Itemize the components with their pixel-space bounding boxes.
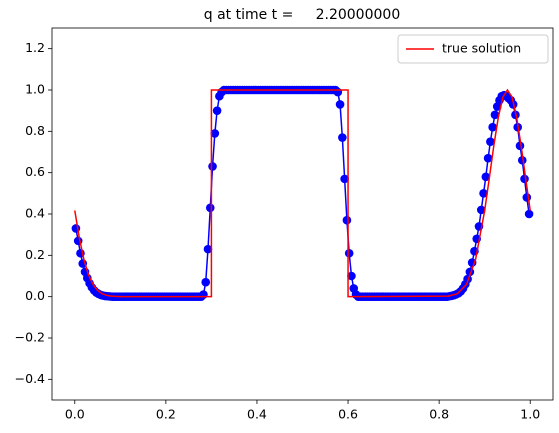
- x-tick-label: 0.0: [65, 407, 85, 422]
- chart-title: q at time t = 2.20000000: [204, 7, 400, 23]
- data-point: [486, 137, 495, 146]
- legend-label: true solution: [442, 41, 521, 56]
- data-point: [347, 271, 356, 281]
- data-point: [201, 277, 211, 287]
- plot-frame: [51, 27, 554, 401]
- data-point: [524, 209, 534, 219]
- y-tick-label: 0.4: [25, 206, 45, 221]
- series-line: [74, 88, 531, 298]
- x-tick-label: 0.6: [338, 407, 358, 422]
- data-point: [488, 122, 497, 132]
- x-tick-label: 0.2: [156, 407, 176, 422]
- y-tick-label: 0.6: [25, 164, 45, 179]
- data-point: [333, 87, 343, 97]
- y-tick-label: 1.2: [25, 40, 45, 55]
- legend-box: [397, 34, 549, 64]
- data-point: [203, 244, 213, 254]
- data-point: [212, 106, 222, 115]
- y-tick-label: −0.2: [15, 330, 45, 345]
- y-tick-label: 1.0: [25, 82, 45, 97]
- x-tick-label: 0.4: [247, 407, 267, 422]
- data-point: [342, 215, 352, 225]
- y-tick-label: 0.0: [25, 288, 45, 303]
- x-tick-label: 0.8: [429, 407, 449, 422]
- data-point: [344, 248, 354, 258]
- data-point: [205, 203, 215, 213]
- data-point: [476, 205, 486, 215]
- y-tick-label: 0.2: [25, 247, 45, 262]
- data-point: [340, 174, 349, 184]
- data-point: [517, 155, 527, 165]
- x-tick-label: 1.0: [520, 407, 540, 422]
- data-point: [199, 290, 208, 299]
- data-point: [481, 172, 491, 182]
- data-point: [338, 133, 347, 142]
- data-point: [210, 129, 220, 138]
- data-point: [490, 110, 500, 120]
- data-point: [479, 189, 488, 198]
- data-point: [208, 162, 217, 171]
- data-point: [522, 193, 532, 202]
- y-tick-label: 0.8: [25, 123, 45, 138]
- data-point: [483, 153, 493, 163]
- data-point: [335, 100, 345, 109]
- y-tick-label: −0.4: [15, 371, 45, 386]
